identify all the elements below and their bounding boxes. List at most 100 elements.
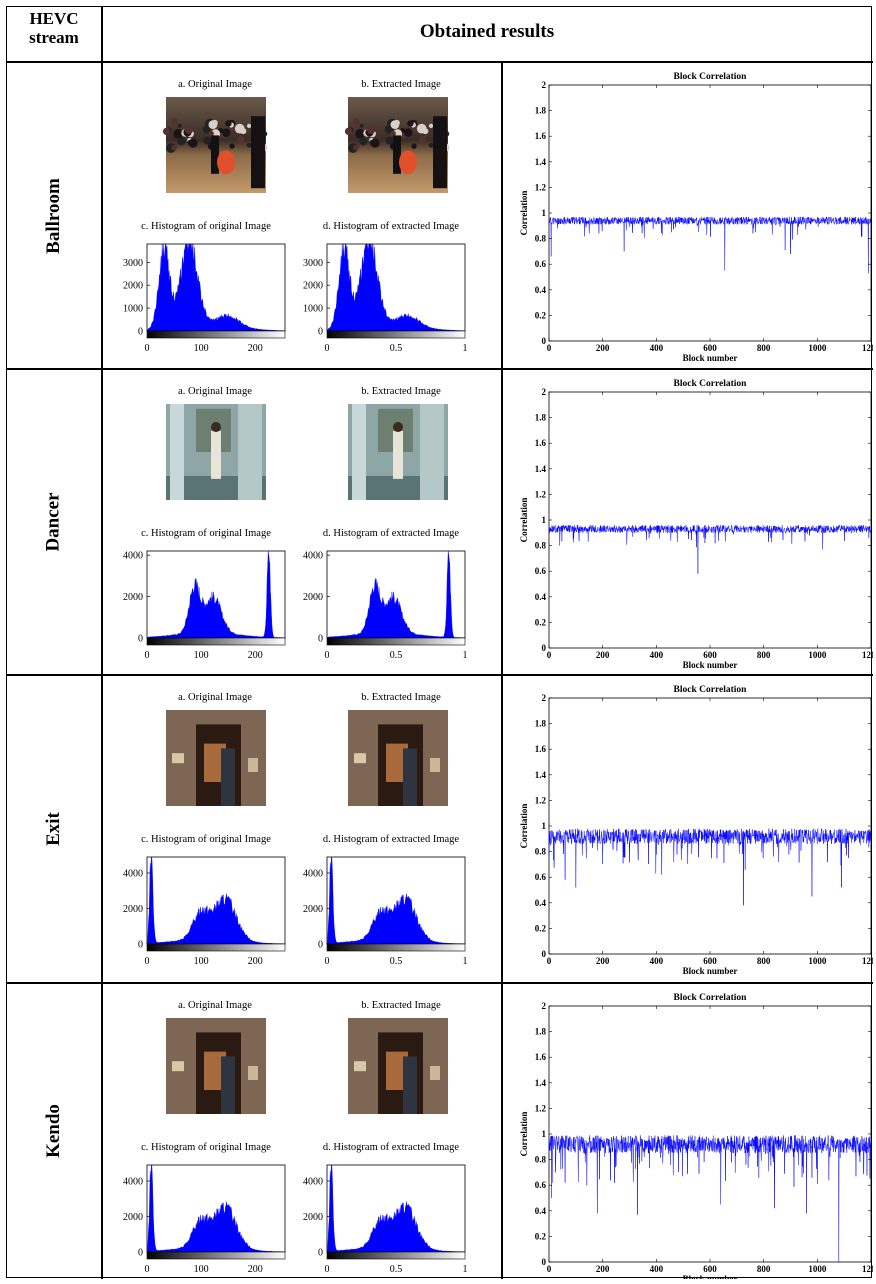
correlation-y-tick-label: 0.6 [535, 259, 547, 269]
histogram-y-tick-label: 1000 [123, 304, 143, 315]
extracted-image-title: b. Extracted Image [361, 1000, 441, 1011]
histogram-area [146, 243, 286, 332]
correlation-y-tick-label: 1.2 [535, 795, 547, 805]
histogram-x-tick-label: 1 [463, 956, 468, 967]
pillar [420, 404, 444, 500]
correlation-y-tick-label: 1 [542, 208, 547, 218]
correlation-chart-title: Block Correlation [674, 685, 748, 695]
correlation-y-tick-label: 0.4 [535, 898, 547, 908]
crowd-figure [237, 135, 245, 144]
original-image-title: a. Original Image [178, 1000, 252, 1011]
correlation-chart-dancer: Block Correlation 0 0.2 0.4 0.6 0.8 1 1.2 1.4 1.6… [519, 379, 873, 670]
grayscale-bar [146, 330, 286, 339]
histogram-x-tick-label: 0 [145, 1264, 150, 1275]
histogram-y-tick-label: 0 [138, 634, 143, 645]
dancer-dress [217, 150, 235, 175]
lit-room [386, 743, 408, 782]
correlation-x-tick-label: 1000 [808, 956, 827, 966]
dancer-head [393, 422, 403, 433]
extracted-image-title: b. Extracted Image [361, 386, 441, 397]
grayscale-bar [146, 1251, 286, 1260]
correlation-series [548, 1134, 872, 1263]
wall-frame [354, 753, 366, 764]
correlation-y-tick-label: 1.2 [535, 489, 547, 499]
histogram-x-tick-label: 1 [463, 1264, 468, 1275]
histogram-y-tick-label: 0 [318, 634, 323, 645]
histogram-x-tick-label: 0 [325, 956, 330, 967]
correlation-x-tick-label: 1200 [862, 956, 873, 966]
crowd-figure [419, 135, 427, 144]
wall-frame [248, 758, 258, 772]
correlation-chart-ballroom: Block Correlation 0 0.2 0.4 0.6 0.8 1 1.2 1.4 1.6… [519, 72, 873, 363]
lit-room [204, 743, 226, 782]
correlation-y-tick-label: 1.8 [535, 413, 547, 423]
correlation-x-tick-label: 400 [650, 650, 664, 660]
grayscale-bar [326, 637, 466, 646]
correlation-chart-kendo: Block Correlation 0 0.2 0.4 0.6 0.8 1 1.2 1.4 1.6… [519, 993, 873, 1279]
column-divider [101, 7, 103, 1279]
pillar [170, 404, 184, 500]
correlation-series [548, 524, 872, 574]
histogram-x-tick-label: 0.5 [390, 650, 403, 661]
results-table: HEVC stream Obtained results Ballroom a. … [6, 6, 873, 1279]
histogram-y-tick-label: 0 [318, 940, 323, 951]
correlation-y-tick-label: 1.8 [535, 1027, 547, 1037]
histogram-x-tick-label: 100 [194, 650, 209, 661]
histogram-y-tick-label: 0 [138, 940, 143, 951]
correlation-x-tick-label: 800 [757, 343, 771, 353]
crowd-figure [404, 128, 413, 137]
histogram-y-tick-label: 0 [318, 1248, 323, 1259]
correlation-y-tick-label: 2 [542, 1001, 547, 1011]
foreground-figure [251, 116, 265, 189]
correlation-x-tick-label: 200 [596, 956, 610, 966]
dancer-figure [211, 135, 219, 174]
header-hevc-stream: HEVC stream [29, 9, 79, 47]
histogram-area [326, 856, 466, 945]
correlation-y-tick-label: 0.4 [535, 1206, 547, 1216]
crowd-figure [359, 137, 368, 146]
histogram-area [146, 550, 286, 639]
histogram-y-tick-label: 2000 [303, 592, 323, 603]
crowd-figure [366, 125, 376, 134]
crowd-figure [203, 136, 212, 145]
crowd-figure [211, 119, 218, 126]
crowd-figure [184, 125, 194, 134]
original-histogram-title: c. Histogram of original Image [141, 834, 271, 845]
crowd-figure [222, 128, 231, 137]
histogram-x-tick-label: 0.5 [390, 956, 403, 967]
panel-divider [501, 369, 503, 675]
correlation-y-tick-label: 0 [542, 643, 547, 653]
correlation-x-tick-label: 1000 [808, 1264, 827, 1274]
correlation-y-tick-label: 1.6 [535, 131, 547, 141]
correlation-y-tick-label: 0.2 [535, 310, 547, 320]
correlation-x-tick-label: 600 [703, 650, 717, 660]
histogram-x-tick-label: 0 [325, 1264, 330, 1275]
correlation-x-tick-label: 600 [703, 1264, 717, 1274]
correlation-frame [548, 697, 872, 955]
correlation-x-tick-label: 200 [596, 1264, 610, 1274]
histogram-x-tick-label: 0 [145, 956, 150, 967]
original-image-title: a. Original Image [178, 692, 252, 703]
histogram-y-tick-label: 2000 [123, 281, 143, 292]
histogram-y-tick-label: 0 [138, 327, 143, 338]
stream-name: Exit [43, 812, 64, 846]
image-panel-dancer: a. Original Image b. Extracted Image c. Hi… [123, 386, 468, 661]
original-histogram-title: c. Histogram of original Image [141, 1142, 271, 1153]
correlation-x-tick-label: 400 [650, 343, 664, 353]
crowd-figure [246, 142, 252, 148]
histogram-area [146, 1164, 286, 1253]
dancer-figure [211, 430, 221, 479]
correlation-x-tick-label: 0 [547, 956, 552, 966]
crowd-figure [411, 143, 417, 149]
lit-room [386, 1051, 408, 1090]
correlation-chart-exit: Block Correlation 0 0.2 0.4 0.6 0.8 1 1.2 1.4 1.6… [519, 685, 873, 976]
correlation-x-tick-label: 0 [547, 650, 552, 660]
histogram-x-tick-label: 0.5 [390, 343, 403, 354]
histogram-x-tick-label: 0.5 [390, 1264, 403, 1275]
correlation-y-tick-label: 0.6 [535, 566, 547, 576]
correlation-x-tick-label: 1200 [862, 650, 873, 660]
correlation-y-tick-label: 0.8 [535, 541, 547, 551]
header-obtained-results: Obtained results [419, 21, 555, 42]
correlation-y-tick-label: 0 [542, 1257, 547, 1267]
crowd-figure [416, 123, 427, 134]
